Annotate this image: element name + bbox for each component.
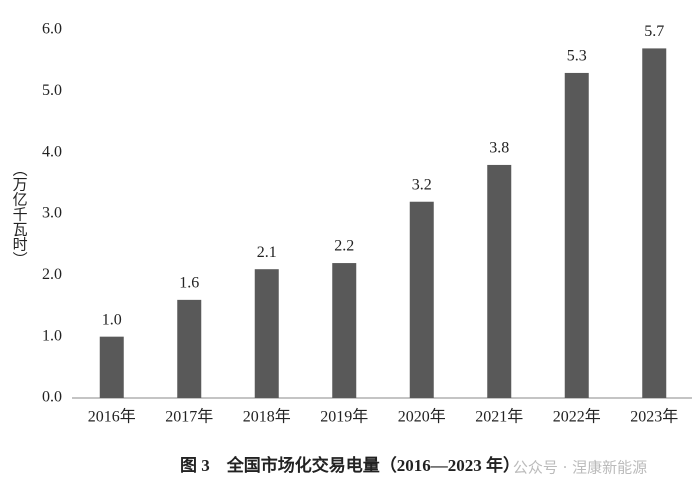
value-label: 3.2 <box>412 176 432 193</box>
y-axis-label: （万亿千瓦时） <box>11 162 28 267</box>
y-tick-label: 3.0 <box>42 205 62 222</box>
bar <box>99 336 124 398</box>
bar <box>564 72 589 398</box>
y-tick-label: 6.0 <box>42 21 62 38</box>
value-label: 5.7 <box>644 23 664 40</box>
bar <box>487 164 512 398</box>
y-tick-label: 2.0 <box>42 266 62 283</box>
y-tick-label: 4.0 <box>42 143 62 160</box>
y-tick-label: 1.0 <box>42 327 62 344</box>
y-tick-label: 5.0 <box>42 82 62 99</box>
bar <box>254 269 279 398</box>
x-tick-label: 2018年 <box>243 408 291 426</box>
value-label: 2.2 <box>334 238 354 255</box>
x-tick-label: 2020年 <box>398 408 446 426</box>
y-tick-label: 0.0 <box>42 389 62 406</box>
x-tick-label: 2017年 <box>165 408 213 426</box>
x-tick-label: 2023年 <box>630 408 678 426</box>
value-label: 5.3 <box>567 48 587 65</box>
x-tick-label: 2021年 <box>475 408 523 426</box>
value-label: 2.1 <box>257 244 277 261</box>
chart-title: 图 3 全国市场化交易电量（2016—2023 年） <box>180 455 520 475</box>
x-tick-label: 2022年 <box>553 408 601 426</box>
bar <box>409 201 434 398</box>
bar <box>177 299 202 398</box>
watermark: 公众号 · 涅康新能源 <box>513 459 647 477</box>
bar <box>642 48 667 399</box>
value-label: 1.6 <box>179 275 199 292</box>
bar <box>332 263 357 398</box>
value-label: 3.8 <box>489 140 509 157</box>
value-label: 1.0 <box>102 311 122 328</box>
x-tick-label: 2016年 <box>88 408 136 426</box>
x-tick-label: 2019年 <box>320 408 368 426</box>
